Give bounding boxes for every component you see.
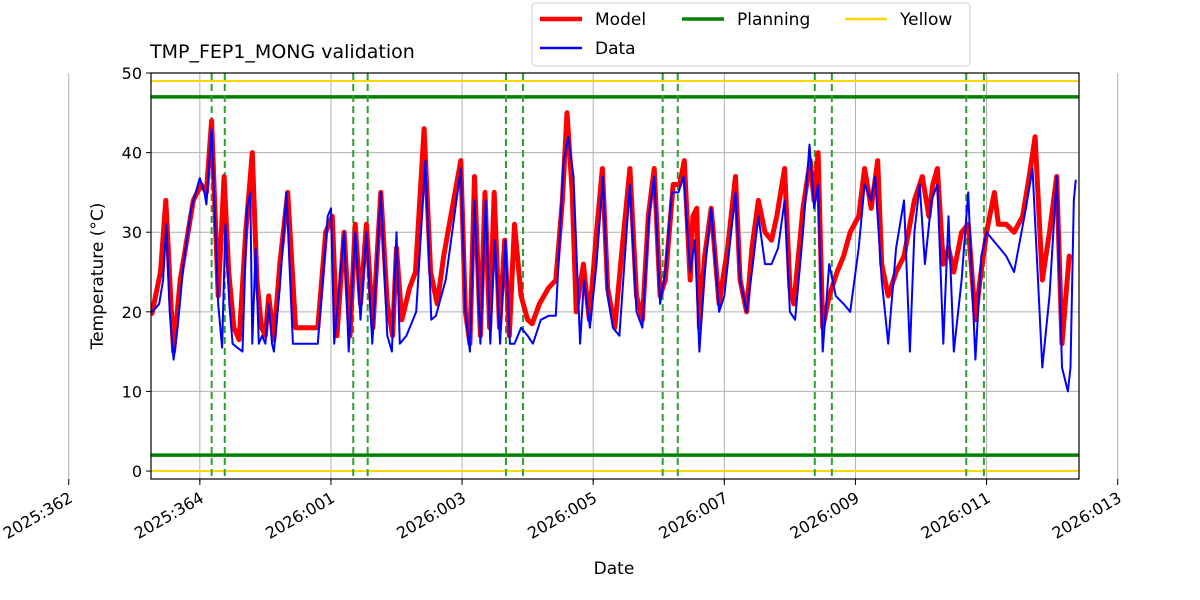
legend-label-yellow: Yellow xyxy=(899,10,952,30)
legend-label-model: Model xyxy=(595,10,646,30)
y-axis-label: Temperature (°C) xyxy=(88,203,108,351)
y-axis: 0 10 20 30 40 50 xyxy=(122,64,151,481)
y-tick-label: 0 xyxy=(132,462,142,481)
x-tick-label: 2026:007 xyxy=(655,488,731,543)
y-tick-label: 40 xyxy=(122,144,142,163)
x-tick-label: 2026:003 xyxy=(393,488,469,543)
series-layer xyxy=(151,110,1077,393)
series-line-data xyxy=(151,127,1077,393)
x-tick-label: 2026:005 xyxy=(524,488,600,543)
legend-label-planning: Planning xyxy=(737,10,810,30)
x-axis-label: Date xyxy=(594,559,635,579)
x-axis: 2025:362 2025:364 2026:001 2026:003 2026:005… xyxy=(0,479,1125,543)
limit-lines-layer xyxy=(151,79,1079,473)
y-tick-label: 10 xyxy=(122,382,142,401)
x-tick-label: 2026:001 xyxy=(262,488,338,543)
x-tick-label: 2026:011 xyxy=(918,488,994,543)
y-tick-label: 50 xyxy=(122,64,142,83)
legend-label-data: Data xyxy=(595,39,636,59)
x-tick-label: 2025:362 xyxy=(0,488,76,543)
plot-frame xyxy=(150,72,1080,480)
x-tick-label: 2026:009 xyxy=(787,488,863,543)
y-tick-label: 30 xyxy=(122,223,142,242)
x-tick-label: 2025:364 xyxy=(131,488,207,543)
y-tick-label: 20 xyxy=(122,303,142,322)
x-tick-label: 2026:013 xyxy=(1049,488,1125,543)
legend: Model Data Planning Yellow xyxy=(531,2,971,67)
event-lines-layer xyxy=(210,73,985,479)
chart-title: TMP_FEP1_MONG validation xyxy=(149,41,415,63)
